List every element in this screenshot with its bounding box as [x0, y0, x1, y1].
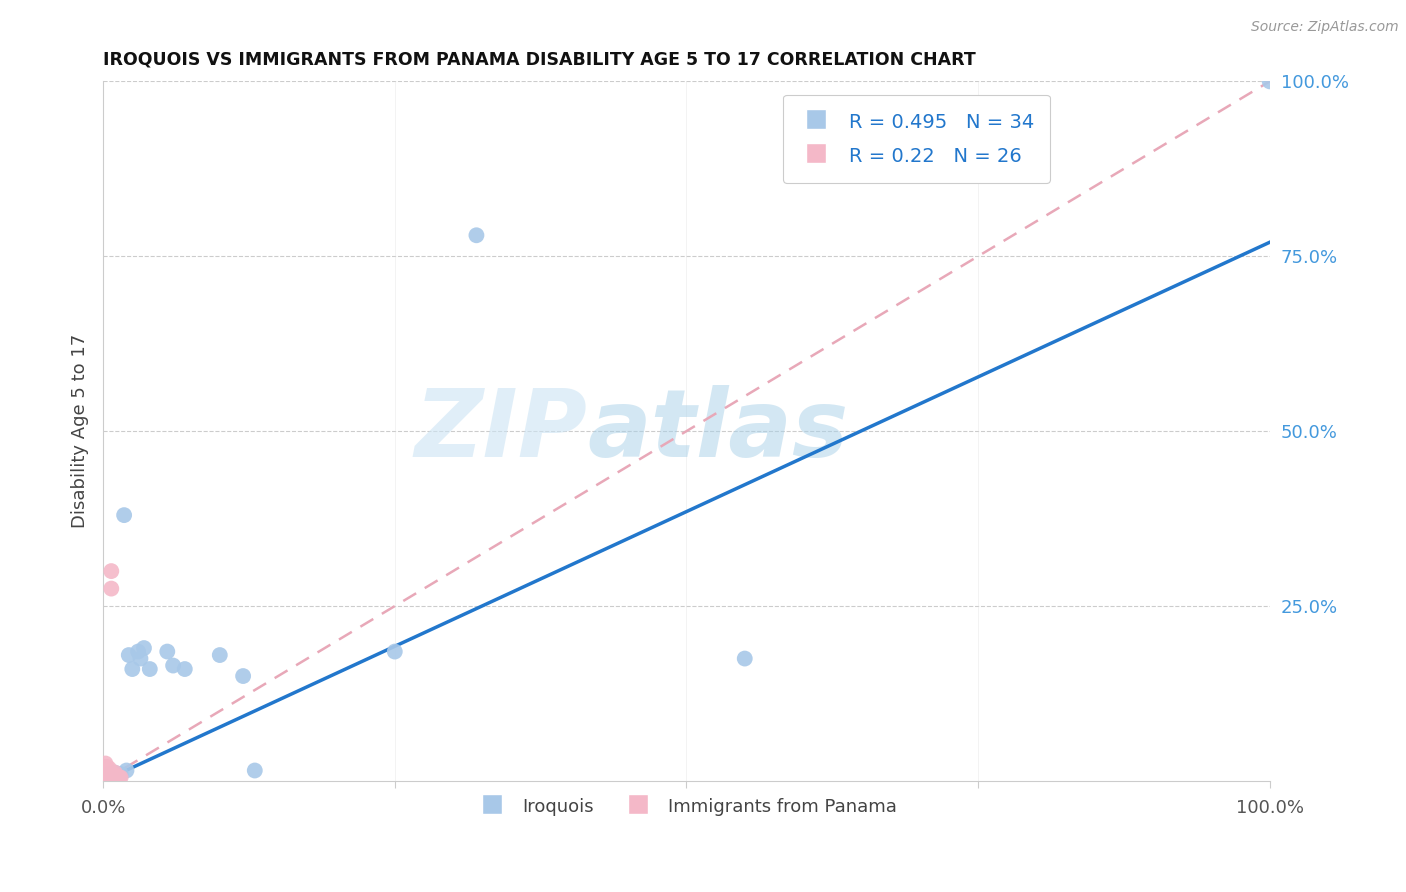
Point — [97, 761, 120, 775]
Point — [110, 771, 132, 785]
Point — [110, 767, 132, 781]
Point — [384, 644, 406, 658]
Point — [104, 765, 127, 780]
Point — [127, 644, 149, 658]
Point — [101, 771, 124, 785]
Point — [103, 771, 125, 785]
Point — [104, 771, 127, 785]
Point — [94, 772, 117, 786]
Point — [97, 767, 120, 781]
Point — [97, 772, 120, 786]
Point — [96, 772, 118, 787]
Point — [93, 772, 115, 787]
Point — [103, 771, 125, 785]
Point — [94, 767, 117, 781]
Point — [100, 771, 122, 785]
Point — [1258, 74, 1281, 88]
Point — [103, 768, 125, 782]
Point — [108, 771, 131, 785]
Point — [96, 764, 118, 778]
Point — [105, 771, 128, 785]
Point — [132, 641, 155, 656]
Text: atlas: atlas — [588, 385, 848, 477]
Point — [101, 767, 124, 781]
Point — [100, 582, 122, 596]
Point — [104, 768, 127, 782]
Legend: Iroquois, Immigrants from Panama: Iroquois, Immigrants from Panama — [468, 788, 904, 824]
Point — [129, 651, 152, 665]
Point — [465, 228, 488, 243]
Point — [97, 770, 120, 784]
Point — [93, 764, 115, 778]
Point — [121, 662, 143, 676]
Point — [96, 760, 118, 774]
Point — [98, 765, 121, 780]
Point — [101, 771, 124, 785]
Point — [93, 771, 115, 785]
Point — [104, 765, 127, 780]
Point — [208, 648, 231, 662]
Point — [118, 648, 141, 662]
Point — [243, 764, 266, 778]
Point — [139, 662, 162, 676]
Point — [93, 768, 115, 782]
Point — [94, 760, 117, 774]
Point — [97, 771, 120, 785]
Point — [156, 644, 179, 658]
Y-axis label: Disability Age 5 to 17: Disability Age 5 to 17 — [72, 334, 89, 528]
Point — [105, 768, 128, 782]
Point — [97, 767, 120, 781]
Point — [98, 771, 121, 785]
Text: Source: ZipAtlas.com: Source: ZipAtlas.com — [1251, 20, 1399, 34]
Text: IROQUOIS VS IMMIGRANTS FROM PANAMA DISABILITY AGE 5 TO 17 CORRELATION CHART: IROQUOIS VS IMMIGRANTS FROM PANAMA DISAB… — [103, 51, 976, 69]
Point — [98, 772, 121, 786]
Point — [734, 651, 756, 665]
Point — [115, 764, 138, 778]
Text: ZIP: ZIP — [415, 385, 588, 477]
Point — [112, 508, 135, 522]
Point — [94, 768, 117, 782]
Point — [94, 756, 117, 771]
Point — [96, 768, 118, 782]
Point — [96, 771, 118, 785]
Point — [173, 662, 195, 676]
Point — [100, 564, 122, 578]
Point — [162, 658, 184, 673]
Point — [232, 669, 254, 683]
Point — [97, 768, 120, 782]
